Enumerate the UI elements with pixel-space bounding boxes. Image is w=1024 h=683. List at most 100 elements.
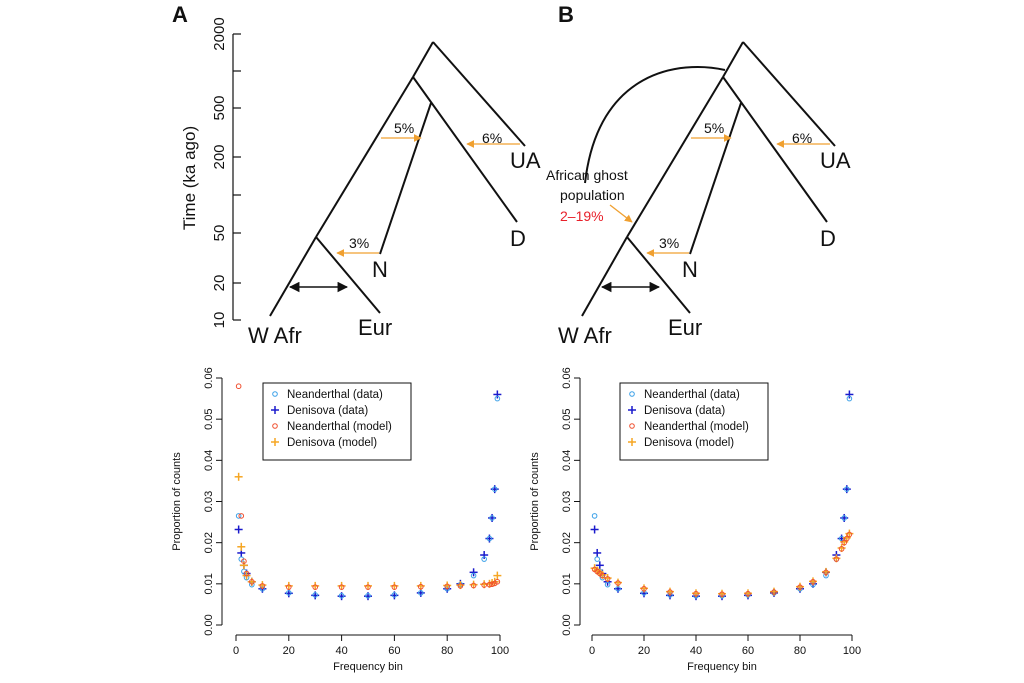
chart-a-point <box>391 584 398 590</box>
chart-b-legend-marker <box>628 406 636 414</box>
chart-b-point <box>719 591 725 597</box>
chart-a-legend-marker <box>271 438 279 446</box>
tree-b-ghost-pct: 2–19% <box>560 208 604 224</box>
tree-a-branches <box>269 41 526 317</box>
chart-a-point <box>338 584 345 590</box>
chart-b-y-tick-label: 0.01 <box>561 573 573 594</box>
tree-b-branch <box>722 41 744 78</box>
chart-b-point <box>594 556 601 562</box>
chart-a-legend-label: Neanderthal (model) <box>287 421 392 433</box>
chart-b-y-tick-label: 0.06 <box>561 367 573 388</box>
chart-a-point <box>391 592 398 598</box>
chart-a-series-4 <box>234 472 502 590</box>
chart-a-point <box>286 584 292 590</box>
tree-a-tick-label: 200 <box>211 144 228 169</box>
chart-b-legend-box <box>619 382 769 461</box>
chart-a-y-tick-label: 0.02 <box>203 532 215 553</box>
chart-a-point <box>494 578 501 585</box>
tree-a-branch <box>412 76 518 223</box>
chart-a: 0.00 0.01 0.02 0.03 0.04 0.05 0.06 0 20 40 60 80 100… <box>171 367 509 673</box>
chart-b-point <box>810 578 816 585</box>
tree-a-tick-label: 20 <box>211 275 228 292</box>
chart-a-point <box>493 571 502 580</box>
panel-b-tree: B 5% 6% 3% African ghost population 2–19… <box>546 2 851 348</box>
chart-a-point <box>418 590 424 596</box>
chart-a-y-tick-label: 0.05 <box>203 408 215 429</box>
chart-a-y-axis-title: Proportion of counts <box>171 452 183 551</box>
chart-b-point <box>797 584 803 590</box>
tree-a-tick-label: 500 <box>211 95 228 120</box>
chart-a-point <box>311 581 320 590</box>
tree-b-leaf-n: N <box>682 257 698 282</box>
chart-b-series-3 <box>591 531 853 597</box>
tree-a-time-axis: 2000 500 200 50 20 10 Time (ka ago) <box>180 17 241 328</box>
chart-a-y-tick-label: 0.01 <box>203 573 215 594</box>
chart-b-y-tick-label: 0.03 <box>561 491 573 512</box>
chart-a-x-tick-label: 40 <box>335 645 347 657</box>
chart-b-point <box>604 581 611 588</box>
chart-a-point <box>486 535 493 542</box>
chart-b-legend-label: Neanderthal (model) <box>644 421 749 433</box>
chart-b-point <box>771 589 777 595</box>
chart-a-point <box>249 578 255 585</box>
chart-b-x-tick-label: 100 <box>843 645 861 657</box>
tree-b-pct-3: 3% <box>659 235 679 251</box>
tree-a-branch <box>269 236 317 317</box>
chart-a-point <box>234 525 243 534</box>
tree-b-leaf-wafr: W Afr <box>558 323 612 348</box>
chart-a-point <box>259 583 266 589</box>
chart-b-point <box>599 572 606 579</box>
tree-b-pct-5: 5% <box>704 120 724 136</box>
chart-b-point <box>745 590 751 597</box>
tree-a-leaf-ua: UA <box>510 148 541 173</box>
chart-a-point <box>337 581 346 590</box>
tree-a-branch <box>315 236 381 314</box>
chart-b-point <box>845 390 854 399</box>
chart-b-x-tick-label: 60 <box>742 645 754 657</box>
tree-a-branch <box>412 41 434 78</box>
chart-a-point <box>312 584 319 590</box>
chart-b-point <box>667 589 673 595</box>
chart-a-point <box>481 556 487 562</box>
chart-b-y-tick-label: 0.05 <box>561 408 573 429</box>
chart-b-point <box>693 590 699 597</box>
chart-a-legend-marker <box>272 391 278 397</box>
tree-b-leaf-eur: Eur <box>668 315 702 340</box>
chart-a-point <box>494 395 501 402</box>
chart-b-x-axis-title: Frequency bin <box>687 661 757 673</box>
chart-b-point <box>593 548 602 557</box>
chart-a-point <box>338 592 345 599</box>
chart-a-point <box>489 581 495 588</box>
tree-b-branches <box>581 41 836 317</box>
tree-b-branch <box>689 102 742 255</box>
chart-a-y-tick-label: 0.06 <box>203 367 215 388</box>
chart-a-legend-marker <box>272 423 278 429</box>
chart-b-legend-marker <box>629 423 635 429</box>
tree-a-branch <box>315 76 414 238</box>
chart-b-point <box>604 576 611 582</box>
chart-a-x-tick-label: 80 <box>441 645 453 657</box>
chart-a-point <box>365 584 371 590</box>
chart-b-y-tick-label: 0.00 <box>561 614 573 635</box>
tree-b-branch <box>742 41 836 147</box>
chart-a-legend-label: Denisova (model) <box>287 437 377 449</box>
chart-b-x-tick-label: 40 <box>690 645 702 657</box>
chart-a-x-tick-label: 100 <box>491 645 509 657</box>
chart-a-point <box>444 583 451 590</box>
panel-letter-b: B <box>558 2 574 27</box>
chart-a-point <box>457 583 464 589</box>
tree-b-leaf-d: D <box>820 226 836 251</box>
chart-a-point <box>235 383 242 390</box>
chart-a-point <box>237 542 246 551</box>
chart-a-x-tick-label: 20 <box>283 645 295 657</box>
tree-b-branch <box>626 236 691 314</box>
chart-a-point <box>238 513 245 519</box>
panel-letter-a: A <box>172 2 188 27</box>
tree-b-branch <box>626 76 724 238</box>
tree-a-leaf-d: D <box>510 226 526 251</box>
chart-a-legend-label: Neanderthal (data) <box>287 389 383 401</box>
tree-a-y-axis-title: Time (ka ago) <box>180 126 199 230</box>
chart-a-point <box>469 568 478 577</box>
chart-a-legend-marker <box>271 406 279 414</box>
